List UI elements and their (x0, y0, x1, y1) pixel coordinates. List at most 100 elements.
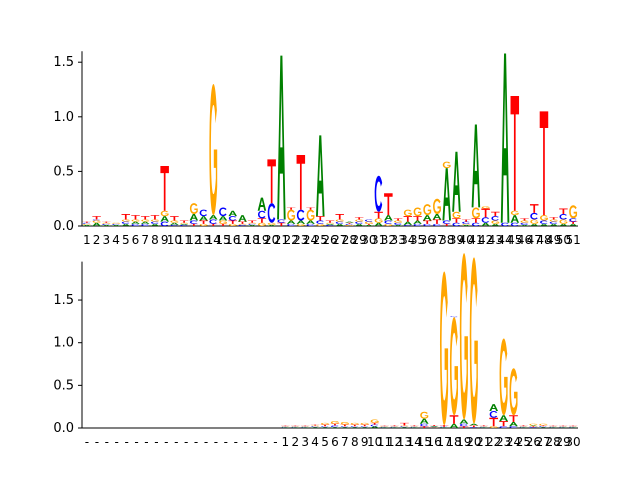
logo-letter-g (321, 422, 330, 425)
logo-letter-t (199, 220, 208, 224)
x-tick-label: 27 (536, 435, 551, 449)
logo-letter-c (380, 426, 389, 428)
x-tick-label: 4 (112, 233, 120, 247)
logo-letter-c (306, 223, 315, 227)
logo-letter-t (340, 424, 350, 427)
logo-letter-a (403, 221, 413, 225)
logo-letter-t (380, 425, 389, 427)
logo-letter-a (499, 415, 508, 422)
x-tick-label: 43 (488, 233, 503, 247)
logo-letter-c (112, 223, 120, 225)
logo-letter-c (180, 224, 188, 227)
logo-letter-a (500, 53, 510, 223)
logo-letter-c (340, 426, 349, 428)
x-tick-label: 9 (161, 233, 169, 247)
x-tick-label: 17 (436, 435, 451, 449)
logo-letter-a (461, 224, 471, 227)
logo-letter-t (452, 218, 461, 223)
logo-letter-a (559, 223, 568, 227)
x-tick-label: 49 (546, 233, 561, 247)
x-tick-label: 12 (387, 435, 402, 449)
logo-letter-t (422, 220, 432, 224)
logo-letter-a (370, 426, 379, 428)
logo-letter-g (355, 219, 364, 222)
logo-letter-g (121, 219, 130, 222)
x-tick-label: 29 (352, 233, 367, 247)
logo-letter-g (340, 422, 349, 425)
x-tick-label: 5 (122, 233, 130, 247)
x-tick-label: 8 (151, 233, 159, 247)
logo-letter-t (179, 220, 189, 223)
logo-letter-a (310, 427, 320, 429)
logo-letter-t (140, 216, 150, 220)
logo-letter-g (569, 426, 578, 427)
logo-letter-t (281, 425, 290, 427)
logo-letter-a (306, 220, 315, 224)
logo-letter-a (140, 221, 150, 224)
logo-letter-t (519, 425, 528, 427)
x-tick-label: 3 (301, 435, 309, 449)
logo-panel-top: 0.00.51.01.51 2 3 4 5 6 7 8 91011121314151617181… (53, 51, 581, 247)
logo-letter-c (189, 220, 198, 224)
logo-letter-t (218, 223, 228, 227)
y-tick-label: 0.0 (53, 421, 74, 436)
logo-letter-t (491, 211, 500, 217)
logo-letter-t (238, 221, 247, 224)
logo-letter-g (390, 426, 399, 427)
logo-letter-c (459, 423, 468, 427)
logo-letter-g (287, 209, 296, 221)
x-tick-label: 1 (282, 435, 290, 449)
logo-letter-a (384, 215, 393, 221)
y-tick-label: 0.5 (53, 378, 74, 393)
logo-letter-c (355, 221, 363, 224)
logo-letter-g (509, 368, 518, 416)
logo-letter-a (380, 427, 389, 428)
logo-letter-t (558, 425, 568, 427)
logo-letter-t (364, 223, 374, 225)
logo-letter-c (410, 426, 418, 428)
x-tick-label: - (174, 435, 178, 449)
logo-letter-t (189, 223, 199, 227)
logo-letter-c (364, 219, 373, 222)
logo-letter-a (479, 427, 489, 428)
logo-letter-c (462, 221, 470, 224)
logo-letter-t (413, 216, 422, 221)
logo-letter-t (432, 219, 442, 224)
logo-letter-c (569, 426, 577, 428)
x-tick-label: - (244, 435, 248, 449)
logo-letter-c (420, 423, 428, 427)
logo-letter-a (432, 213, 442, 220)
logo-letter-t (559, 208, 568, 214)
logo-letter-g (549, 426, 558, 427)
logo-letter-a (150, 223, 160, 227)
logo-letter-t (121, 213, 131, 220)
x-tick-label: 26 (526, 435, 541, 449)
logo-letter-t (568, 425, 578, 427)
logo-letter-a (568, 427, 578, 428)
logo-letter-a (459, 419, 469, 424)
logo-letter-c (440, 426, 448, 428)
x-tick-label: 22 (486, 435, 501, 449)
x-tick-label: 2 (93, 233, 101, 247)
logo-letter-c (82, 222, 91, 224)
logo-letter-c (452, 222, 461, 226)
logo-letter-g (539, 423, 548, 426)
logo-letter-c (374, 175, 383, 212)
logo-letter-a (296, 220, 306, 224)
logo-letter-t (277, 222, 286, 226)
logo-letter-g (199, 223, 208, 227)
logo-letter-g (316, 223, 325, 227)
logo-letter-g (569, 205, 578, 219)
x-tick-label: 13 (397, 435, 412, 449)
logo-letter-c (510, 222, 519, 226)
x-tick-label: 10 (367, 435, 382, 449)
x-tick-label: 16 (427, 435, 442, 449)
logo-letter-c (530, 212, 538, 220)
logo-letter-a (469, 423, 479, 426)
x-tick-label: 33 (390, 233, 405, 247)
logo-letter-t (439, 425, 449, 427)
logo-letter-a (538, 427, 548, 429)
logo-letter-a (179, 223, 189, 225)
logo-letter-t (290, 425, 300, 427)
logo-letter-t (499, 421, 508, 427)
